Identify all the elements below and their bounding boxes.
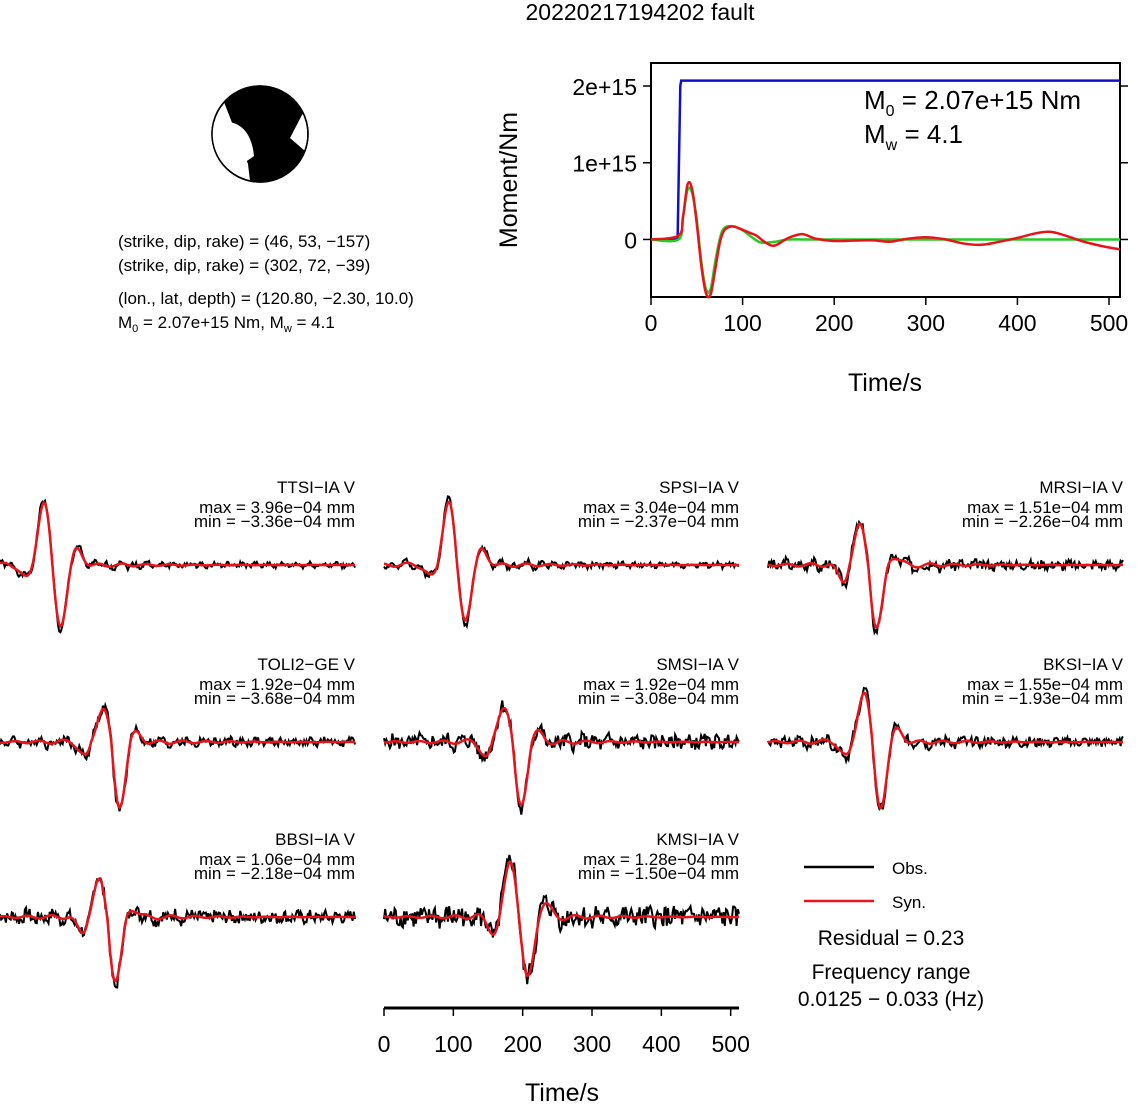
stf-y-tick-label: 1e+15 <box>572 151 637 177</box>
station-max: max = 1.06e−04 mm <box>199 850 355 869</box>
nodal-plane-2: (strike, dip, rake) = (302, 72, −39) <box>118 256 370 275</box>
synthetic-trace <box>767 522 1123 629</box>
beachball-icon <box>211 85 309 183</box>
moment-rate-chart: 0 100 200 300 400 500 0 1e+15 2e+15 M0 = 2.07e+1… <box>495 62 1128 397</box>
synthetic-trace <box>383 706 740 808</box>
stf-x-label: Time/s <box>848 369 922 397</box>
station-max: max = 3.04e−04 mm <box>583 498 739 517</box>
station-min: min = −2.18e−04 mm <box>194 864 355 883</box>
station-max: max = 1.28e−04 mm <box>583 850 739 869</box>
station-max: max = 3.96e−04 mm <box>199 498 355 517</box>
mw-value: 4.1 <box>311 313 335 332</box>
station-min: min = −3.36e−04 mm <box>194 512 355 531</box>
stf-x-tick-label: 0 <box>645 310 658 336</box>
station-label: BBSI−IA V <box>275 830 356 849</box>
stf-x-tick-label: 200 <box>815 310 853 336</box>
observed-trace <box>383 700 740 815</box>
axis-tick-label: 200 <box>503 1031 541 1057</box>
observed-trace <box>0 701 356 812</box>
figure-title: 20220217194202 fault <box>526 0 756 25</box>
stf-x-tick-label: 100 <box>723 310 761 336</box>
waveform-x-label: Time/s <box>525 1079 599 1104</box>
synthetic-trace <box>0 500 355 629</box>
legend-syn-label: Syn. <box>892 893 926 912</box>
plot-frame <box>650 62 1121 298</box>
station-label: TOLI2−GE V <box>258 655 356 674</box>
station-label: TTSI−IA V <box>277 478 356 497</box>
synthetic-trace <box>767 691 1123 810</box>
legend-obs-label: Obs. <box>892 859 928 878</box>
synthetic-trace <box>384 860 740 978</box>
station-min: min = −2.26e−04 mm <box>962 512 1123 531</box>
waveform-time-axis: 0 100 200 300 400 500 <box>378 1006 750 1057</box>
stf-x-tick-label: 300 <box>907 310 945 336</box>
axis-tick-label: 0 <box>378 1031 391 1057</box>
frequency-range-value: 0.0125 − 0.033 (Hz) <box>798 988 984 1011</box>
m0-value: 2.07e+15 Nm <box>158 313 261 332</box>
station-label: SMSI−IA V <box>656 655 739 674</box>
legend: Obs. Syn. <box>804 859 928 912</box>
axis-tick-label: 300 <box>573 1031 611 1057</box>
synthetic-trace <box>383 499 739 622</box>
station-max: max = 1.55e−04 mm <box>967 675 1123 694</box>
residual-text: Residual = 0.23 <box>818 927 965 950</box>
nodal-plane-1: (strike, dip, rake) = (46, 53, −157) <box>118 232 370 251</box>
station-min: min = −1.93e−04 mm <box>962 689 1123 708</box>
observed-trace <box>0 876 356 989</box>
axis-tick-label: 100 <box>434 1031 472 1057</box>
station-label: BKSI−IA V <box>1043 655 1124 674</box>
stf-y-tick-label: 2e+15 <box>572 74 637 100</box>
station-label: MRSI−IA V <box>1039 478 1123 497</box>
observed-trace <box>767 519 1124 636</box>
station-label: SPSI−IA V <box>659 478 740 497</box>
stf-mw-annotation: Mw = 4.1 <box>864 119 963 154</box>
synthetic-trace <box>0 877 356 983</box>
observed-trace <box>0 498 356 634</box>
station-min: min = −3.08e−04 mm <box>578 689 739 708</box>
stf-m0-annotation: M0 = 2.07e+15 Nm <box>864 85 1081 120</box>
axis-tick-label: 400 <box>642 1031 680 1057</box>
stf-y-label: Moment/Nm <box>495 112 523 248</box>
frequency-range-label: Frequency range <box>812 961 971 984</box>
station-label: KMSI−IA V <box>656 830 739 849</box>
stf-x-tick-label: 500 <box>1090 310 1128 336</box>
stf-series-cumulative <box>651 79 1120 241</box>
station-min: min = −3.68e−04 mm <box>194 689 355 708</box>
stf-y-tick-label: 0 <box>624 227 637 253</box>
magnitude-text: M0 = 2.07e+15 Nm, Mw = 4.1 <box>118 313 335 335</box>
synthetic-trace <box>0 707 356 810</box>
station-max: max = 1.92e−04 mm <box>583 675 739 694</box>
stf-x-tick-label: 400 <box>998 310 1036 336</box>
station-max: max = 1.92e−04 mm <box>199 675 355 694</box>
location-text: (lon., lat, depth) = (120.80, −2.30, 10.… <box>118 289 414 308</box>
station-max: max = 1.51e−04 mm <box>967 498 1123 517</box>
axis-tick-label: 500 <box>711 1031 749 1057</box>
stf-series-syn <box>650 180 1121 299</box>
station-min: min = −2.37e−04 mm <box>578 512 739 531</box>
station-min: min = −1.50e−04 mm <box>578 864 739 883</box>
